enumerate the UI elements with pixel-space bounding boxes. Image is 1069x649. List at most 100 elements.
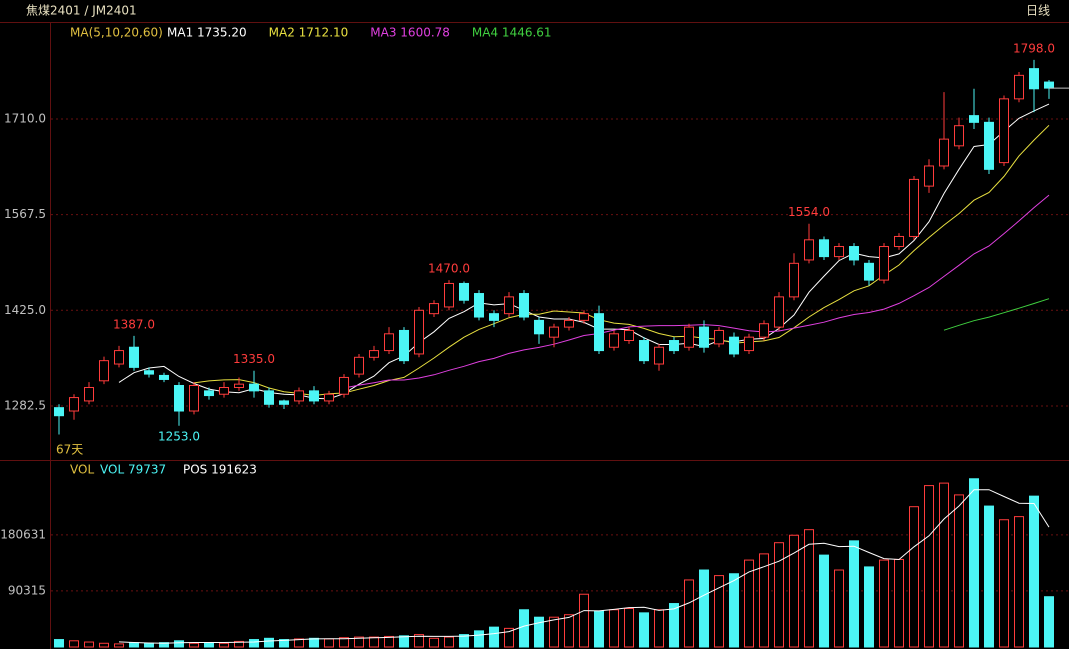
- ma-legend: MA3 1600.78: [370, 26, 450, 40]
- candle-body: [549, 326, 559, 338]
- candle-body: [594, 313, 604, 352]
- ma-line: [343, 194, 1050, 389]
- candle-body: [849, 246, 859, 261]
- volume-bar: [489, 626, 499, 648]
- volume-bar: [744, 559, 754, 648]
- candle-body: [534, 319, 544, 335]
- candle-body: [924, 165, 934, 187]
- candle-body: [294, 390, 304, 402]
- volume-bar: [639, 612, 649, 648]
- candle-body: [174, 384, 184, 412]
- volume-bar: [324, 638, 334, 648]
- volume-bar: [444, 636, 454, 648]
- volume-bar: [129, 642, 139, 648]
- volume-bar: [399, 635, 409, 648]
- candle-body: [789, 262, 799, 298]
- volume-bar: [309, 637, 319, 648]
- vol-tick-label: 90315: [8, 583, 46, 597]
- candle-body: [189, 384, 199, 412]
- volume-bar: [339, 637, 349, 648]
- price-annotation: 1798.0: [1013, 41, 1055, 55]
- candle-body: [744, 336, 754, 352]
- candle-body: [324, 393, 334, 402]
- vol-tick-label: 180631: [0, 527, 46, 541]
- volume-bar: [654, 609, 664, 648]
- candle-body: [774, 296, 784, 328]
- volume-bar: [924, 485, 934, 648]
- period[interactable]: 日线: [1026, 4, 1050, 18]
- ma-line: [943, 298, 1050, 331]
- candle-body: [834, 246, 844, 258]
- volume-bar: [969, 478, 979, 648]
- volume-bar: [354, 636, 364, 648]
- volume-bar: [249, 639, 259, 648]
- volume-bar: [594, 610, 604, 648]
- volume-bar: [459, 634, 469, 648]
- candle-body: [804, 239, 814, 261]
- candle-body: [384, 333, 394, 352]
- volume-bar: [429, 637, 439, 648]
- candle-body: [1044, 81, 1054, 89]
- ma-legend: MA1 1735.20: [167, 26, 247, 40]
- candle-body: [444, 282, 454, 308]
- volume-bar: [99, 642, 109, 648]
- price-annotation: 1335.0: [233, 352, 275, 366]
- volume-bar: [1044, 596, 1054, 648]
- vol-ma-line: [118, 489, 1050, 644]
- volume-bar: [114, 643, 124, 648]
- volume-bar: [714, 575, 724, 648]
- candle-body: [1029, 68, 1039, 90]
- volume-bar: [624, 608, 634, 648]
- price-annotation: 1554.0: [788, 205, 830, 219]
- volume-bar: [519, 609, 529, 648]
- ma-line: [193, 124, 1050, 397]
- candle-body: [204, 390, 214, 397]
- volume-bar: [504, 627, 514, 648]
- candle-body: [984, 121, 994, 170]
- volume-bar: [54, 639, 64, 648]
- candle-body: [429, 303, 439, 315]
- volume-bar: [759, 553, 769, 648]
- candle-body: [264, 390, 274, 405]
- volume-bar: [669, 603, 679, 648]
- volume-bar: [834, 569, 844, 648]
- candle-body: [729, 336, 739, 355]
- candle-body: [234, 383, 244, 389]
- candle-body: [369, 350, 379, 358]
- candle-body: [129, 346, 139, 368]
- candle-body: [999, 98, 1009, 164]
- candle-body: [144, 370, 154, 375]
- volume-bar: [534, 616, 544, 648]
- candle-body: [489, 313, 499, 321]
- candle-body: [684, 326, 694, 348]
- volume-bar: [894, 558, 904, 648]
- pos-label: POS 191623: [183, 463, 257, 477]
- candle-body: [819, 239, 829, 258]
- candle-body: [669, 340, 679, 352]
- volume-bar: [414, 634, 424, 648]
- candle-body: [114, 350, 124, 365]
- candle-body: [714, 329, 724, 345]
- candle-body: [879, 246, 889, 281]
- candle-body: [339, 376, 349, 395]
- y-tick-label: 1282.5: [4, 398, 46, 412]
- candle-body: [474, 293, 484, 318]
- candle-body: [699, 326, 709, 348]
- price-annotation: 1470.0: [428, 262, 470, 276]
- candle-body: [414, 309, 424, 355]
- volume-bar: [474, 630, 484, 648]
- candle-body: [459, 282, 469, 301]
- volume-bar: [819, 554, 829, 648]
- price-annotation: 1253.0: [158, 429, 200, 443]
- volume-bar: [729, 573, 739, 648]
- volume-bar: [1029, 495, 1039, 648]
- candle-body: [654, 346, 664, 365]
- volume-bar: [954, 494, 964, 648]
- candle-body: [159, 374, 169, 380]
- candle-body: [354, 356, 364, 375]
- candle-body: [519, 293, 529, 318]
- candle-body: [219, 387, 229, 395]
- volume-bar: [699, 569, 709, 648]
